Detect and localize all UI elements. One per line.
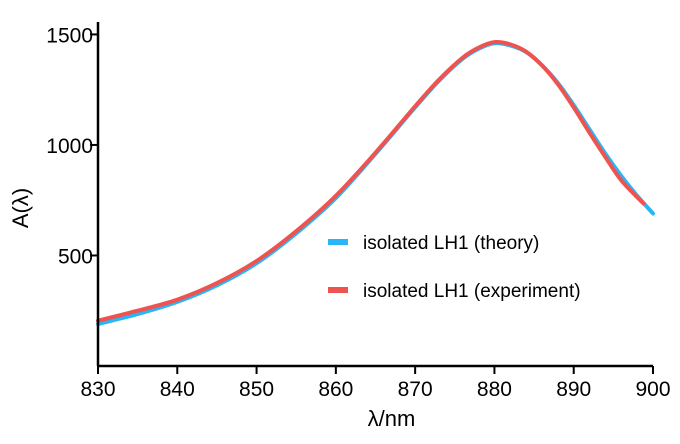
y-tick-label: 1000 bbox=[46, 135, 93, 158]
legend-label: isolated LH1 (theory) bbox=[363, 233, 539, 254]
x-tick-label: 870 bbox=[398, 378, 433, 401]
curves-group bbox=[96, 40, 655, 326]
y-tick-label: 500 bbox=[58, 245, 93, 268]
x-tick-label: 900 bbox=[635, 378, 670, 401]
x-tick-label: 880 bbox=[477, 378, 512, 401]
x-tick-label: 890 bbox=[556, 378, 591, 401]
ticks-group: 830 840 850 860 870 880 890 900 500 1000 1500 bbox=[46, 24, 670, 401]
x-tick-label: 850 bbox=[239, 378, 274, 401]
x-tick-label: 830 bbox=[80, 378, 115, 401]
x-tick-label: 860 bbox=[318, 378, 353, 401]
legend-label: isolated LH1 (experiment) bbox=[363, 281, 581, 302]
x-axis-title: λ/nm bbox=[368, 406, 416, 431]
legend: isolated LH1 (theory) isolated LH1 (exper… bbox=[328, 233, 581, 302]
series-line-experiment bbox=[96, 40, 646, 323]
y-axis-title: A(λ) bbox=[8, 188, 33, 228]
y-tick-label: 1500 bbox=[46, 24, 93, 47]
x-tick-label: 840 bbox=[160, 378, 195, 401]
